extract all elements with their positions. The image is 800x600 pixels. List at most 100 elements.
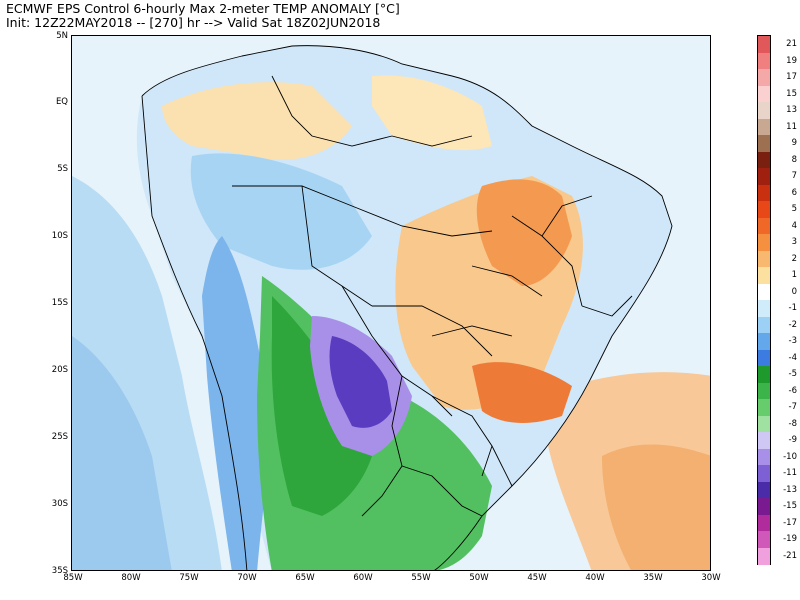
colorbar-swatch: [758, 448, 770, 466]
lat-label-35s: 35S: [51, 566, 68, 576]
colorbar-label: -10: [783, 451, 797, 462]
colorbar-swatch: [758, 465, 770, 482]
colorbar-swatch: [758, 432, 770, 449]
colorbar-label: -1: [788, 303, 797, 314]
colorbar-swatch: [758, 151, 770, 169]
colorbar-swatch: [758, 217, 770, 235]
lon-label-65w: 65W: [295, 573, 315, 583]
colorbar-swatch: [758, 316, 770, 334]
colorbar-label: -6: [788, 385, 797, 396]
colorbar-swatch: [758, 184, 770, 202]
colorbar-swatch: [758, 415, 770, 433]
amazon-cool-patch: [190, 153, 372, 270]
colorbar-swatch: [758, 234, 770, 251]
colorbar-label: 11: [786, 121, 797, 132]
colorbar-swatch: [758, 69, 770, 86]
colorbar-swatch: [758, 135, 770, 152]
lat-label-15s: 15S: [51, 298, 68, 308]
lat-label-30s: 30S: [51, 499, 68, 509]
colorbar-swatch: [758, 250, 770, 268]
colorbar-swatch: [758, 498, 770, 515]
colorbar-label: 21: [786, 39, 797, 50]
lon-label-85w: 85W: [63, 573, 83, 583]
colorbar-label: 19: [786, 55, 797, 66]
colorbar-label: -8: [788, 418, 797, 429]
atlantic-warm-core: [602, 444, 710, 570]
lon-label-60w: 60W: [353, 573, 373, 583]
chart-subtitle: Init: 12Z22MAY2018 -- [270] hr --> Valid…: [6, 15, 381, 30]
colorbar-swatch: [758, 547, 770, 565]
chart-title: ECMWF EPS Control 6-hourly Max 2-meter T…: [6, 1, 400, 16]
colorbar-label: -11: [783, 468, 797, 479]
colorbar-swatch: [758, 52, 770, 70]
colorbar-label: 6: [791, 187, 797, 198]
lon-label-80w: 80W: [121, 573, 141, 583]
lat-label-25s: 25S: [51, 432, 68, 442]
colorbar-label: 15: [786, 88, 797, 99]
colorbar-swatch: [758, 300, 770, 317]
colorbar-label: 9: [791, 138, 797, 149]
colorbar-label: -9: [788, 435, 797, 446]
lat-label-20s: 20S: [51, 365, 68, 375]
north-warm-patch-2: [372, 75, 492, 151]
colorbar-label: 5: [791, 204, 797, 215]
colorbar-swatch: [758, 349, 770, 367]
colorbar-label: -7: [788, 402, 797, 413]
southern-cool-green-dark: [271, 296, 372, 516]
colorbar-swatch: [758, 201, 770, 218]
colorbar-label: 4: [791, 220, 797, 231]
andes-cool-strip: [202, 236, 272, 570]
lon-label-50w: 50W: [469, 573, 489, 583]
colorbar-swatch: [758, 102, 770, 119]
colorbar-swatch: [758, 283, 770, 301]
colorbar-swatch: [758, 85, 770, 103]
brazil-warm-core: [476, 179, 572, 286]
colorbar-label: -19: [783, 534, 797, 545]
colorbar-label: -15: [783, 501, 797, 512]
north-warm-patch: [162, 82, 352, 160]
lat-label-5n: 5N: [56, 31, 68, 41]
colorbar-label: 13: [786, 105, 797, 116]
colorbar-swatch: [758, 333, 770, 350]
colorbar-label: 0: [791, 286, 797, 297]
pacific-cool-field-2: [72, 336, 172, 570]
lon-label-35w: 35W: [643, 573, 663, 583]
colorbar-label: -4: [788, 352, 797, 363]
lon-label-75w: 75W: [179, 573, 199, 583]
colorbar-label: 8: [791, 154, 797, 165]
paraguay-cold-core-deep: [329, 336, 392, 428]
anomaly-map: [71, 35, 711, 571]
lon-label-40w: 40W: [585, 573, 605, 583]
lon-label-45w: 45W: [527, 573, 547, 583]
colorbar-swatch: [758, 481, 770, 499]
colorbar-swatch: [758, 168, 770, 185]
country-borders: [141, 45, 673, 570]
colorbar-swatch: [758, 382, 770, 400]
lat-label-10s: 10S: [51, 231, 68, 241]
colorbar-swatch: [758, 514, 770, 532]
lat-label-eq: EQ: [55, 97, 68, 107]
colorbar-swatch: [758, 118, 770, 136]
colorbar-label: 1: [791, 270, 797, 281]
lon-label-30w: 30W: [701, 573, 721, 583]
colorbar-swatch: [758, 531, 770, 548]
colorbar-label: -2: [788, 319, 797, 330]
colorbar: [757, 35, 771, 565]
colorbar-swatch: [758, 36, 770, 53]
colorbar-label: 7: [791, 171, 797, 182]
colorbar-label: -21: [783, 550, 797, 561]
colorbar-label: -17: [783, 517, 797, 528]
anomaly-map-canvas: [72, 36, 710, 570]
colorbar-swatch: [758, 267, 770, 284]
colorbar-swatch: [758, 399, 770, 416]
colorbar-label: -5: [788, 369, 797, 380]
lon-label-55w: 55W: [411, 573, 431, 583]
colorbar-swatch: [758, 366, 770, 383]
colorbar-label: -3: [788, 336, 797, 347]
lon-label-70w: 70W: [237, 573, 257, 583]
southeast-warm-core: [472, 362, 572, 423]
lat-label-5s: 5S: [57, 164, 68, 174]
colorbar-label: -13: [783, 484, 797, 495]
colorbar-label: 3: [791, 237, 797, 248]
colorbar-label: 2: [791, 253, 797, 264]
